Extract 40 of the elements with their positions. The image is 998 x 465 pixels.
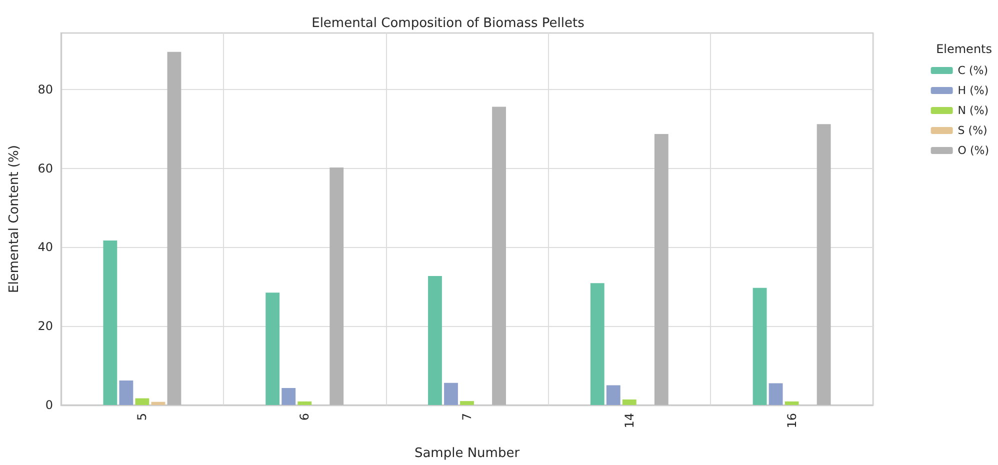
bar [784, 401, 799, 405]
bar [752, 288, 767, 405]
legend-label: C (%) [958, 64, 988, 77]
bar [492, 106, 506, 405]
x-tick-label: 7 [460, 413, 474, 421]
bar [606, 385, 620, 405]
y-tick-label: 20 [38, 319, 53, 334]
bar [622, 399, 636, 405]
legend-title: Elements [936, 42, 992, 56]
legend-label: H (%) [958, 84, 989, 97]
bar [282, 388, 296, 405]
bar [298, 401, 312, 405]
legend-label: N (%) [958, 104, 989, 117]
bar [428, 276, 442, 405]
legend-label: S (%) [958, 124, 988, 137]
x-axis-title: Sample Number [414, 446, 520, 461]
chart-title: Elemental Composition of Biomass Pellets [312, 16, 585, 31]
bar [330, 168, 344, 405]
x-tick-label: 6 [298, 413, 312, 421]
y-tick-label: 0 [45, 398, 53, 412]
bar [590, 283, 604, 405]
bar [768, 383, 783, 405]
bar [654, 134, 668, 405]
x-tick-label: 16 [784, 413, 799, 428]
y-axis-title: Elemental Content (%) [7, 145, 22, 293]
y-tick-label: 40 [38, 240, 53, 254]
y-tick-label: 60 [38, 161, 53, 176]
y-tick-label: 80 [38, 82, 53, 96]
bar [103, 240, 118, 405]
bar [167, 52, 182, 405]
bar [444, 382, 458, 405]
bar [266, 292, 280, 405]
bar [816, 124, 831, 405]
bar [119, 380, 134, 405]
bar [151, 402, 166, 405]
x-tick-label: 14 [622, 413, 636, 428]
bar [135, 398, 150, 405]
bar [460, 401, 474, 405]
legend-label: O (%) [958, 144, 990, 157]
x-tick-label: 5 [135, 413, 150, 421]
